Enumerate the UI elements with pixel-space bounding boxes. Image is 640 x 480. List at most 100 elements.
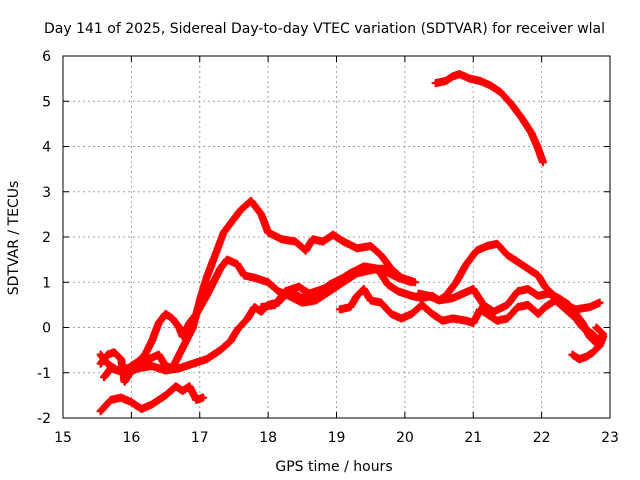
grid-layer xyxy=(63,56,610,418)
data-point xyxy=(398,314,405,322)
data-point xyxy=(466,75,474,83)
data-point xyxy=(514,287,522,295)
data-point xyxy=(449,72,457,80)
y-tick-label: 3 xyxy=(42,185,51,201)
data-point xyxy=(264,278,272,286)
data-point xyxy=(545,290,552,298)
data-point xyxy=(134,364,142,372)
data-point xyxy=(408,310,416,318)
data-point xyxy=(459,290,467,298)
data-point xyxy=(274,287,282,295)
data-point xyxy=(230,215,238,223)
data-point xyxy=(565,301,573,309)
data-point xyxy=(353,244,361,252)
data-point xyxy=(189,324,197,331)
data-point xyxy=(257,303,265,311)
data-point xyxy=(398,274,405,282)
data-point xyxy=(309,235,317,243)
data-point xyxy=(203,274,211,282)
data-point xyxy=(292,238,299,245)
x-tick-label: 17 xyxy=(191,430,209,446)
data-point xyxy=(387,310,395,318)
x-tick-label: 18 xyxy=(259,430,277,446)
data-point xyxy=(107,364,115,372)
data-point xyxy=(346,269,354,277)
data-point xyxy=(483,242,491,250)
data-point xyxy=(227,337,234,345)
data-point xyxy=(596,342,604,350)
series-layer xyxy=(96,70,608,416)
data-point xyxy=(240,272,248,279)
data-point xyxy=(333,278,340,286)
data-point xyxy=(449,314,457,322)
data-point xyxy=(233,260,241,268)
data-point xyxy=(462,260,470,268)
data-point xyxy=(432,79,440,87)
data-point xyxy=(473,247,481,255)
data-point xyxy=(97,360,105,368)
data-point xyxy=(182,337,190,345)
x-tick-label: 16 xyxy=(122,430,140,446)
data-series-arc-9 xyxy=(431,70,548,167)
y-tick-label: 2 xyxy=(42,230,51,246)
data-point xyxy=(162,391,170,399)
data-point xyxy=(175,364,183,372)
data-point xyxy=(415,290,422,298)
data-point xyxy=(186,382,193,390)
x-tick-label: 20 xyxy=(396,430,414,446)
data-point xyxy=(592,324,600,331)
data-point xyxy=(503,251,511,259)
data-point xyxy=(162,367,170,374)
data-point xyxy=(534,145,542,153)
data-point xyxy=(199,394,207,402)
data-point xyxy=(257,210,265,218)
data-point xyxy=(103,360,111,368)
data-point xyxy=(179,387,187,395)
data-point xyxy=(456,70,464,78)
data-point xyxy=(517,113,525,121)
data-point xyxy=(514,258,522,266)
x-tick-label: 23 xyxy=(601,430,619,446)
data-point xyxy=(476,77,484,85)
data-point xyxy=(534,310,542,318)
data-point xyxy=(425,292,433,300)
x-tick-label: 15 xyxy=(54,430,72,446)
data-point xyxy=(121,378,128,386)
data-point xyxy=(377,299,385,307)
data-point xyxy=(244,314,252,322)
data-point xyxy=(503,301,511,309)
data-point xyxy=(360,285,368,293)
data-point xyxy=(339,238,347,245)
data-point xyxy=(97,407,105,415)
data-point xyxy=(377,251,385,259)
y-tick-label: 4 xyxy=(42,140,51,156)
y-tick-label: 0 xyxy=(42,321,51,337)
data-point xyxy=(539,158,547,166)
data-point xyxy=(411,278,419,286)
data-point xyxy=(247,197,255,205)
data-point xyxy=(264,229,272,236)
data-point xyxy=(155,351,163,359)
data-point xyxy=(223,256,231,264)
data-point xyxy=(527,129,535,137)
data-point xyxy=(124,369,132,377)
data-point xyxy=(148,362,156,370)
data-point xyxy=(127,398,135,406)
data-point xyxy=(233,326,241,334)
data-point xyxy=(281,287,289,295)
y-tick-label: -2 xyxy=(37,411,51,427)
x-tick-label: 19 xyxy=(328,430,346,446)
data-point xyxy=(237,206,245,214)
data-point xyxy=(442,77,450,85)
data-point xyxy=(216,265,224,273)
data-point xyxy=(503,314,511,322)
data-point xyxy=(524,301,532,309)
data-point xyxy=(117,355,125,363)
data-series-arc-7 xyxy=(414,284,608,348)
data-point xyxy=(469,285,477,293)
data-point xyxy=(586,303,593,311)
data-point xyxy=(568,351,576,359)
data-point xyxy=(469,319,477,327)
